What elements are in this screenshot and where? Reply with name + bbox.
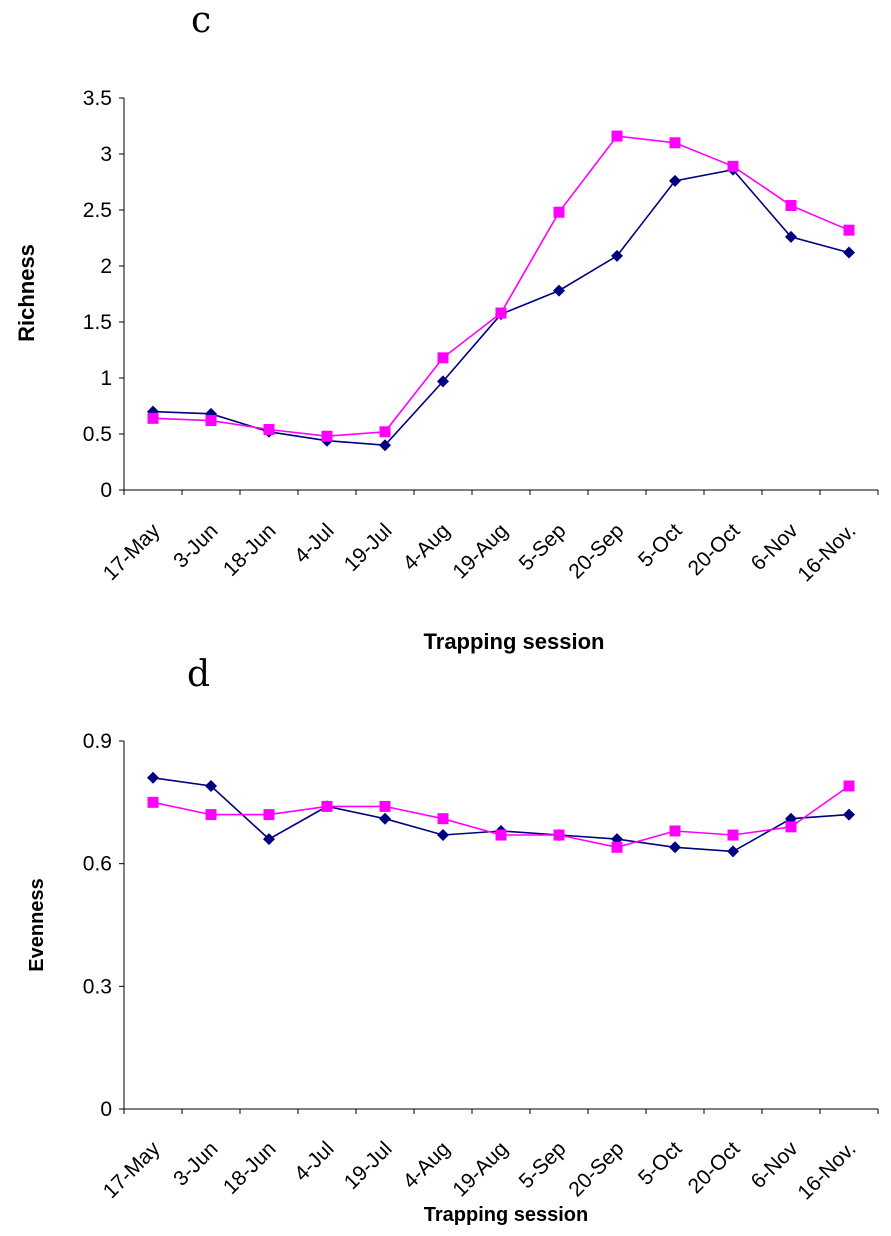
- x-tick-label: 3-Jun: [169, 1137, 222, 1190]
- series-2-point: [147, 796, 159, 808]
- series-2-point: [205, 809, 217, 821]
- series-1-point: [727, 845, 739, 858]
- x-tick-label: 18-Jun: [219, 1137, 281, 1199]
- series-2-point: [669, 137, 681, 149]
- series-1-point: [437, 829, 449, 842]
- x-tick-label: 16-Nov.: [793, 1137, 860, 1204]
- y-tick-label: 1: [100, 367, 112, 390]
- series-1-point: [379, 812, 391, 825]
- y-tick-label: 0.5: [83, 423, 112, 446]
- y-tick-label: 0.3: [83, 975, 112, 998]
- y-tick-label: 0: [100, 479, 112, 502]
- series-2-point: [147, 412, 159, 424]
- x-tick-label: 5-Sep: [515, 1137, 571, 1193]
- y-tick-label: 2.5: [83, 199, 112, 222]
- series-2-point: [379, 426, 391, 438]
- series-2-point: [611, 841, 623, 853]
- x-tick-label: 19-Aug: [448, 519, 512, 583]
- x-tick-label: 4-Aug: [399, 519, 455, 575]
- x-tick-label: 6-Nov: [747, 1137, 803, 1193]
- x-tick-label: 4-Jul: [290, 519, 338, 567]
- series-2-point: [263, 809, 275, 821]
- x-tick-label: 19-Jul: [340, 519, 397, 576]
- y-tick-label: 3.5: [83, 87, 112, 110]
- panel-letter-c: c: [191, 0, 211, 41]
- series-1-point: [553, 284, 565, 297]
- series-2-point: [727, 160, 739, 172]
- panel-letter-d: d: [187, 654, 210, 695]
- x-tick-label: 4-Aug: [399, 1137, 455, 1193]
- series-2-point: [321, 800, 333, 812]
- series-1-point: [611, 249, 623, 262]
- series-1-line: [152, 168, 850, 447]
- series-2-point: [611, 130, 623, 142]
- x-tick-label: 20-Oct: [684, 1137, 745, 1198]
- series-2-point: [437, 813, 449, 825]
- x-tick-label: 17-May: [99, 519, 165, 585]
- x-tick-label: 6-Nov: [747, 519, 803, 575]
- series-2-point: [669, 825, 681, 837]
- series-2-point: [843, 224, 855, 236]
- series-1-point: [843, 246, 855, 259]
- x-axis-label-evenness: Trapping session: [424, 1204, 588, 1226]
- x-tick-label: 3-Jun: [169, 519, 222, 572]
- y-axis-label-richness: Richness: [14, 244, 39, 342]
- x-tick-label: 20-Sep: [564, 519, 628, 583]
- x-axis-label-richness: Trapping session: [424, 629, 605, 654]
- x-tick-label: 5-Oct: [634, 1137, 687, 1190]
- x-tick-label: 18-Jun: [219, 519, 281, 581]
- series-1-point: [669, 841, 681, 854]
- y-tick-label: 0: [100, 1098, 112, 1121]
- x-tick-label: 4-Jul: [290, 1137, 338, 1185]
- series-2-point: [727, 829, 739, 841]
- series-1-point: [147, 771, 159, 784]
- y-tick-label: 0.6: [83, 853, 112, 876]
- series-1-point: [379, 439, 391, 452]
- y-tick-label: 3: [100, 143, 112, 166]
- y-axis-label-evenness: Evenness: [26, 878, 48, 971]
- x-tick-label: 5-Oct: [634, 519, 687, 572]
- series-2-point: [437, 352, 449, 364]
- y-tick-label: 2: [100, 255, 112, 278]
- x-tick-label: 19-Aug: [448, 1137, 512, 1201]
- series-1-point: [669, 174, 681, 187]
- series-2-point: [785, 821, 797, 833]
- series-2-point: [553, 829, 565, 841]
- series-1-point: [437, 375, 449, 388]
- x-tick-label: 20-Oct: [684, 519, 745, 580]
- series-2-line: [152, 135, 850, 438]
- series-2-point: [553, 206, 565, 218]
- series-1-point: [205, 779, 217, 792]
- series-2-point: [205, 415, 217, 427]
- series-2-point: [495, 307, 507, 319]
- series-2-point: [379, 800, 391, 812]
- series-1-point: [785, 230, 797, 243]
- x-tick-label: 20-Sep: [564, 1137, 628, 1201]
- x-tick-label: 16-Nov.: [793, 519, 860, 586]
- x-tick-label: 17-May: [99, 1137, 165, 1203]
- x-tick-label: 5-Sep: [515, 519, 571, 575]
- series-1-point: [843, 808, 855, 821]
- y-tick-label: 1.5: [83, 311, 112, 334]
- series-2-point: [785, 200, 797, 212]
- series-2-point: [263, 424, 275, 436]
- x-tick-label: 19-Jul: [340, 1137, 397, 1194]
- series-1-point: [263, 833, 275, 846]
- series-2-point: [843, 780, 855, 792]
- series-2-point: [495, 829, 507, 841]
- y-tick-label: 0.9: [83, 730, 112, 753]
- series-2-point: [321, 430, 333, 442]
